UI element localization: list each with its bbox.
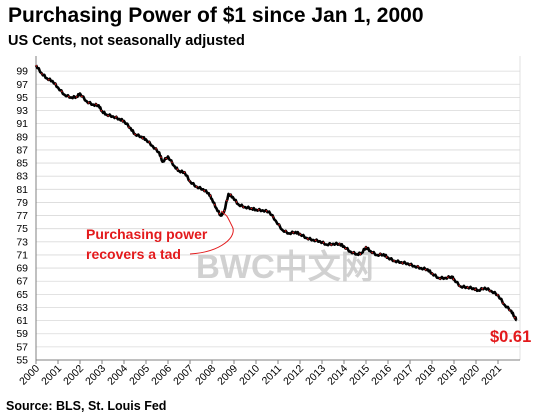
x-tick-label: 2004: [105, 363, 130, 388]
chart-title: Purchasing Power of $1 since Jan 1, 2000: [8, 4, 424, 27]
y-tick-label: 57: [16, 341, 28, 353]
x-tick-label: 2017: [391, 363, 416, 388]
x-tick-label: 2011: [260, 363, 285, 388]
y-tick-label: 59: [16, 328, 28, 340]
y-tick-label: 75: [16, 223, 28, 235]
x-tick-label: 2005: [127, 363, 152, 388]
y-tick-label: 67: [16, 276, 28, 288]
y-tick-label: 93: [16, 105, 28, 117]
series-line: [34, 64, 518, 322]
x-tick-label: 2021: [479, 363, 504, 388]
y-tick-label: 71: [16, 249, 28, 261]
gridlines: [36, 56, 521, 361]
y-tick-label: 85: [16, 158, 28, 170]
x-tick-label: 2003: [83, 363, 108, 388]
annotation-leader-line: [189, 210, 234, 255]
y-tick-label: 81: [16, 184, 28, 196]
y-tick-label: 55: [16, 355, 28, 367]
y-tick-label: 97: [16, 79, 28, 91]
y-tick-label: 65: [16, 289, 28, 301]
x-tick-label: 2008: [193, 363, 218, 388]
purchasing-power-line: [34, 64, 518, 322]
x-tick-label: 2010: [237, 363, 262, 388]
watermark: BWC中文网: [196, 248, 374, 285]
x-tick-label: 2002: [61, 363, 86, 388]
y-tick-label: 95: [16, 92, 28, 104]
x-tick-label: 2009: [215, 363, 240, 388]
x-tick-label: 2020: [457, 363, 482, 388]
y-tick-label: 69: [16, 263, 28, 275]
x-tick-label: 2001: [39, 363, 64, 388]
source-note: Source: BLS, St. Louis Fed: [6, 399, 167, 413]
y-tick-label: 73: [16, 236, 28, 248]
chart-subtitle: US Cents, not seasonally adjusted: [8, 33, 245, 49]
x-tick-label: 2018: [413, 363, 438, 388]
end-value-label: $0.61: [490, 328, 531, 346]
x-tick-label: 2013: [303, 363, 328, 388]
x-tick-label: 2014: [325, 363, 350, 388]
y-tick-label: 87: [16, 144, 28, 156]
y-tick-label: 91: [16, 118, 28, 130]
annotation-line-1: Purchasing power: [86, 226, 208, 242]
y-tick-label: 83: [16, 171, 28, 183]
x-axis-ticks: 2000200120022003200420052006200720082009…: [17, 360, 504, 388]
x-tick-label: 2012: [281, 363, 306, 388]
x-tick-label: 2006: [149, 363, 174, 388]
y-tick-label: 77: [16, 210, 28, 222]
annotation-line-2: recovers a tad: [86, 246, 181, 262]
x-tick-label: 2007: [171, 363, 196, 388]
y-tick-label: 79: [16, 197, 28, 209]
x-tick-label: 2015: [347, 363, 372, 388]
y-tick-label: 63: [16, 302, 28, 314]
y-tick-label: 89: [16, 131, 28, 143]
x-tick-label: 2019: [435, 363, 460, 388]
y-tick-label: 99: [16, 66, 28, 78]
x-tick-label: 2016: [369, 363, 394, 388]
y-tick-label: 61: [16, 315, 28, 327]
